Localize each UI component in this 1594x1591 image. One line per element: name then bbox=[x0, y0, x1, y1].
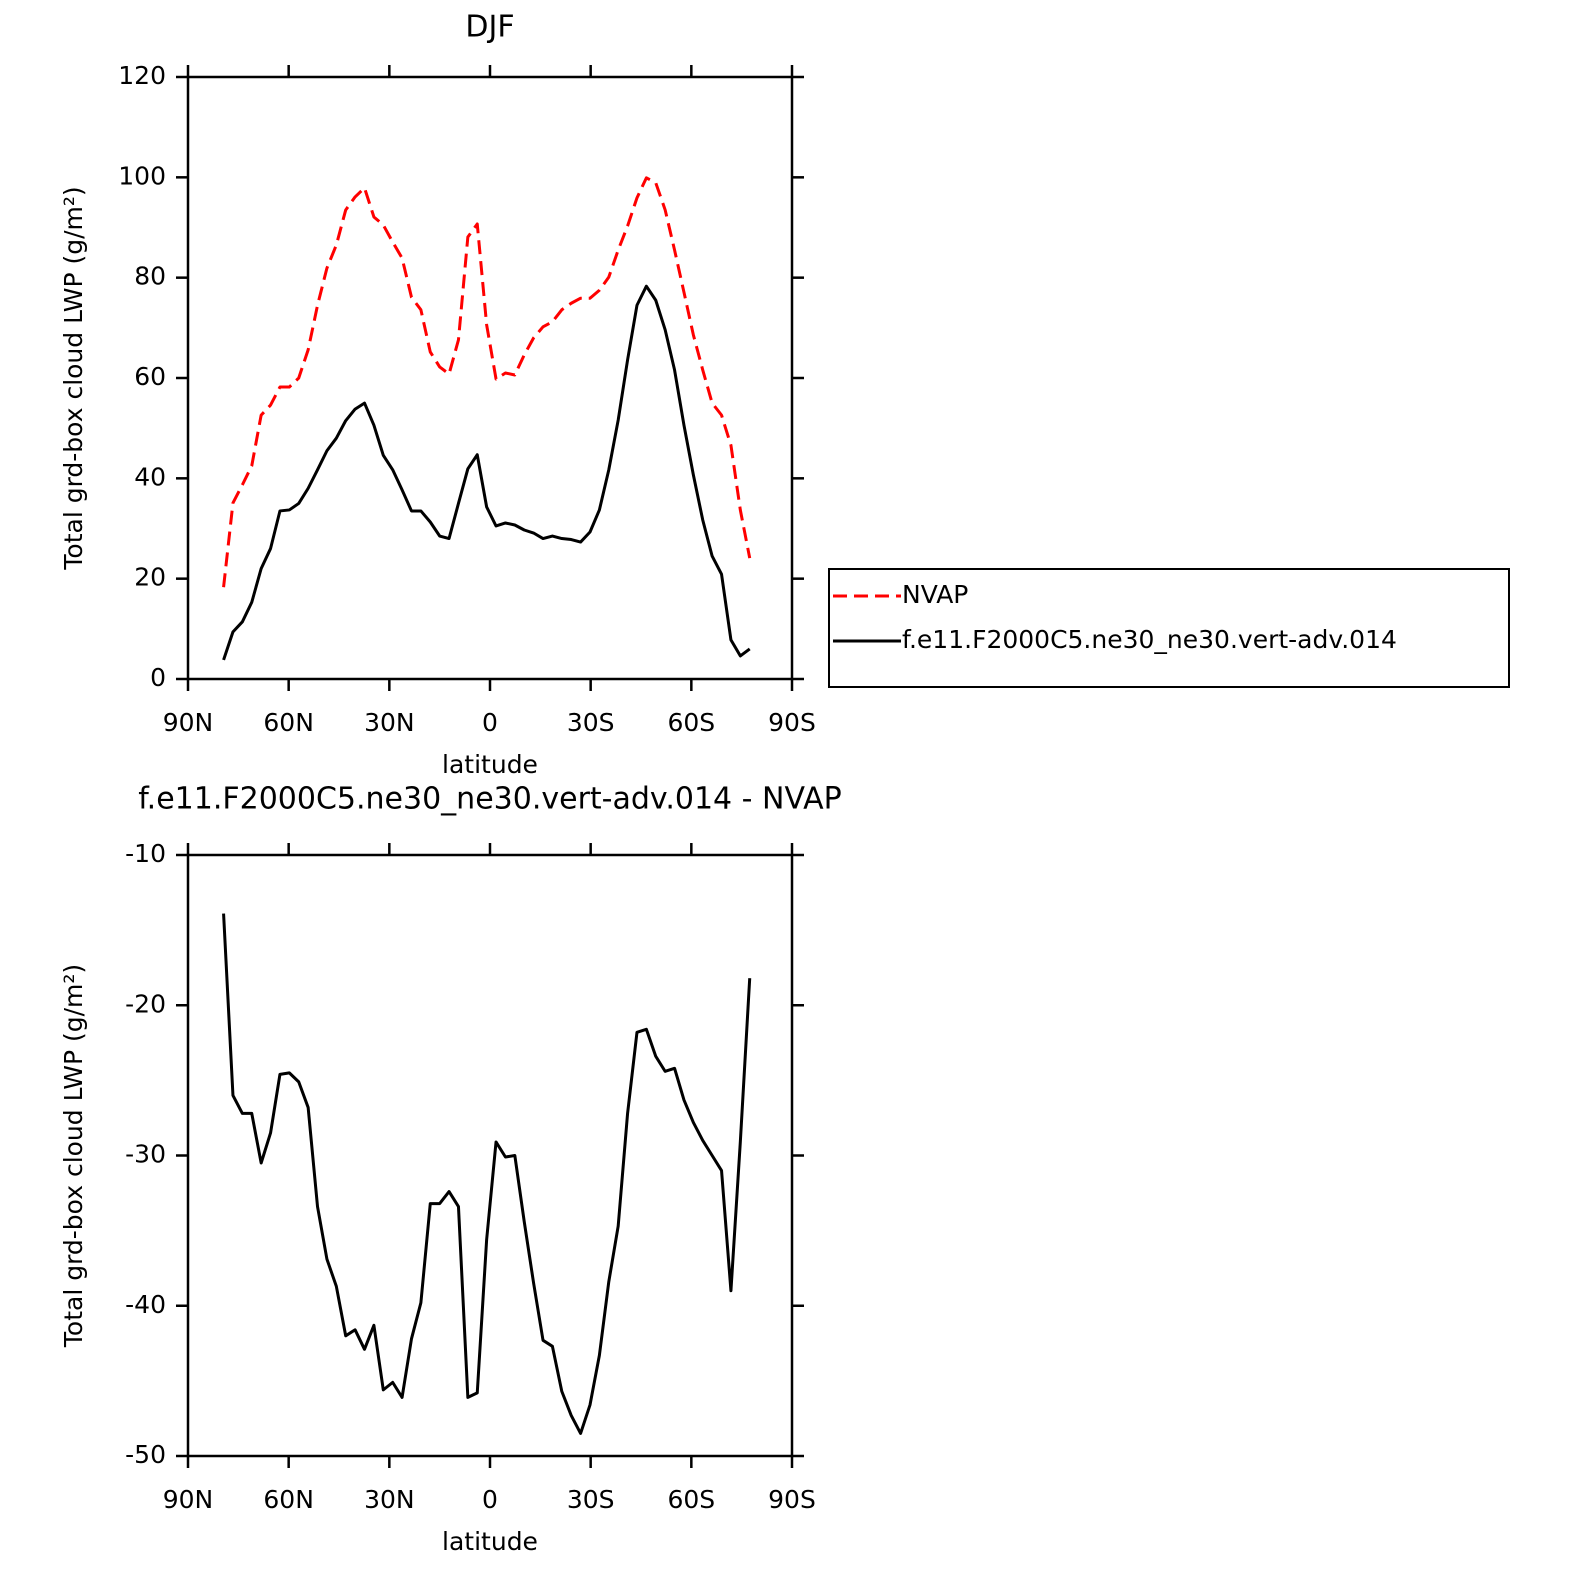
x-tick-label: 90N bbox=[163, 708, 214, 737]
y-tick-label: -20 bbox=[125, 989, 166, 1018]
x-tick-label: 90S bbox=[768, 1485, 816, 1514]
plot-frame bbox=[186, 853, 794, 1458]
y-tick-label: 80 bbox=[134, 262, 166, 291]
y-tick-label: 100 bbox=[118, 161, 166, 190]
x-tick-label: 30S bbox=[567, 1485, 615, 1514]
y-tick-label: 0 bbox=[150, 663, 166, 692]
y-tick-label: -50 bbox=[125, 1440, 166, 1469]
y-tick-label: -30 bbox=[125, 1140, 166, 1169]
y-tick-label: 40 bbox=[134, 462, 166, 491]
plot-frame bbox=[186, 75, 794, 681]
y-tick-label: -40 bbox=[125, 1290, 166, 1319]
y-tick-label: 20 bbox=[134, 563, 166, 592]
x-tick-label: 90N bbox=[163, 1485, 214, 1514]
y-tick-label: -10 bbox=[125, 839, 166, 868]
legend-box bbox=[828, 568, 1510, 688]
legend-label: f.e11.F2000C5.ne30_ne30.vert-adv.014 bbox=[902, 625, 1397, 654]
x-tick-label: 0 bbox=[482, 708, 498, 737]
x-tick-label: 90S bbox=[768, 708, 816, 737]
data-line bbox=[222, 913, 752, 1435]
y-tick-label: 60 bbox=[134, 362, 166, 391]
data-line bbox=[222, 176, 752, 588]
x-tick-label: 30N bbox=[364, 1485, 415, 1514]
chart-title: f.e11.F2000C5.ne30_ne30.vert-adv.014 - N… bbox=[138, 782, 841, 817]
y-axis-label: Total grd-box cloud LWP (g/m²) bbox=[59, 964, 88, 1348]
x-tick-label: 0 bbox=[482, 1485, 498, 1514]
x-tick-label: 60N bbox=[263, 708, 314, 737]
x-tick-label: 30S bbox=[567, 708, 615, 737]
data-line bbox=[222, 284, 751, 661]
x-axis-label: latitude bbox=[442, 750, 538, 779]
x-tick-label: 60N bbox=[263, 1485, 314, 1514]
chart-title: DJF bbox=[465, 10, 514, 45]
y-tick-label: 120 bbox=[118, 61, 166, 90]
x-tick-label: 60S bbox=[667, 708, 715, 737]
x-tick-label: 30N bbox=[364, 708, 415, 737]
x-tick-label: 60S bbox=[667, 1485, 715, 1514]
legend-label: NVAP bbox=[902, 580, 968, 609]
x-axis-label: latitude bbox=[442, 1527, 538, 1556]
y-axis-label: Total grd-box cloud LWP (g/m²) bbox=[59, 186, 88, 570]
